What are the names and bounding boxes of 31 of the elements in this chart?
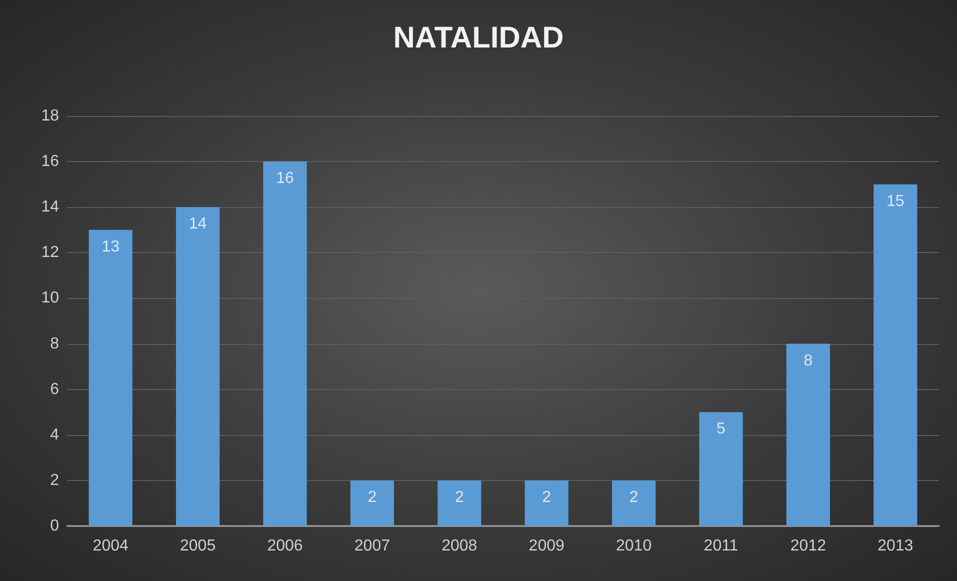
y-tick-label: 0 (50, 518, 60, 534)
y-tick-label: 4 (50, 426, 60, 444)
y-tick-label: 14 (41, 198, 60, 216)
y-tick-label: 16 (41, 153, 60, 170)
x-tick-label: 2012 (790, 538, 826, 554)
chart-title: NATALIDAD (393, 22, 564, 54)
data-label: 5 (716, 420, 726, 438)
data-label: 14 (188, 216, 207, 233)
data-label: 2 (629, 488, 638, 506)
y-tick-label: 18 (41, 108, 60, 124)
x-tick-label: 2005 (180, 538, 216, 554)
y-tick-label: 8 (50, 335, 60, 352)
y-tick-label: 6 (50, 380, 60, 398)
x-tick-label: 2008 (442, 538, 478, 554)
data-label: 8 (804, 352, 813, 370)
data-label: 16 (276, 170, 294, 188)
data-label: 15 (886, 192, 904, 210)
x-tick-label: 2007 (354, 538, 390, 554)
data-label: 13 (102, 238, 120, 256)
y-tick-label: 10 (41, 290, 60, 307)
data-label: 2 (454, 488, 464, 506)
x-tick-label: 2010 (616, 538, 652, 554)
y-tick-label: 2 (50, 472, 60, 489)
x-tick-label: 2013 (878, 538, 914, 554)
x-tick-label: 2004 (92, 538, 128, 554)
y-tick-label: 12 (41, 244, 60, 262)
data-label: 2 (542, 488, 552, 506)
x-tick-label: 2006 (267, 538, 303, 554)
data-label: 2 (368, 488, 377, 506)
x-tick-label: 2011 (704, 538, 738, 554)
x-tick-label: 2009 (528, 538, 564, 554)
